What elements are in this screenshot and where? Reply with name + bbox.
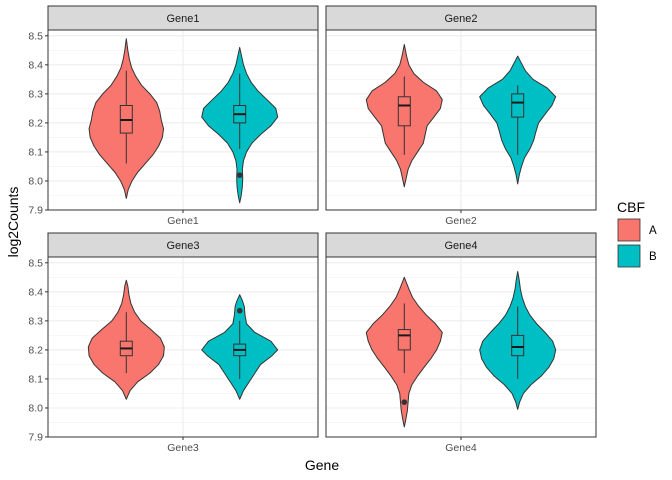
facet-panel-gene2: Gene2 Gene2 — [325, 5, 597, 227]
y-tick-label: 8.5 — [28, 30, 43, 42]
legend: CBF A B — [617, 199, 657, 268]
y-tick-label: 8.4 — [28, 59, 43, 71]
strip-label: Gene1 — [166, 13, 199, 25]
strip-label: Gene4 — [444, 240, 477, 252]
x-tick-label: Gene1 — [167, 215, 199, 227]
y-tick-label: 8.1 — [28, 146, 43, 158]
x-axis-title: Gene — [305, 457, 339, 473]
y-tick-label: 8.5 — [28, 257, 43, 269]
x-tick-label: Gene2 — [445, 215, 477, 227]
facet-strip — [47, 232, 319, 258]
facet-strip — [47, 5, 319, 31]
facet-panel-gene3: Gene3 Gene3 7.9 8.0 8.1 8.2 8.3 8.4 8.5 — [28, 232, 319, 454]
box-iqr — [511, 334, 525, 357]
violin-a — [88, 38, 165, 199]
box-iqr — [511, 93, 525, 118]
y-tick-label: 8.2 — [28, 344, 43, 356]
outlier-point — [236, 172, 243, 178]
outlier-point — [236, 307, 243, 314]
legend-title: CBF — [617, 199, 645, 215]
facet-strip — [325, 232, 597, 258]
box-iqr — [397, 329, 411, 351]
violin-b — [201, 294, 279, 400]
legend-key-b — [617, 244, 641, 268]
legend-label: B — [649, 251, 657, 263]
violin-a — [365, 44, 443, 188]
y-tick-label: 7.9 — [28, 205, 43, 217]
y-tick-label: 7.9 — [28, 432, 43, 444]
legend-label: A — [649, 225, 657, 237]
violin-b — [479, 271, 557, 410]
box-iqr — [397, 96, 411, 127]
y-tick-label: 8.1 — [28, 373, 43, 385]
facet-strip — [325, 5, 597, 31]
x-tick-label: Gene4 — [445, 442, 477, 454]
y-tick-label: 8.3 — [28, 315, 43, 327]
facet-panel-gene4: Gene4 Gene4 — [325, 232, 597, 454]
strip-label: Gene2 — [444, 13, 477, 25]
y-tick-label: 8.0 — [28, 175, 43, 187]
x-tick-label: Gene3 — [167, 442, 199, 454]
y-axis-title: log2Counts — [5, 187, 21, 258]
y-tick-label: 8.2 — [28, 117, 43, 129]
facet-panel-gene1: Gene1 Gene1 7.9 8.0 8.1 8.2 8.3 8.4 8.5 — [28, 5, 319, 227]
strip-label: Gene3 — [166, 240, 199, 252]
y-tick-label: 8.4 — [28, 286, 43, 298]
y-tick-label: 8.3 — [28, 88, 43, 100]
outlier-point — [401, 399, 408, 405]
y-tick-label: 8.0 — [28, 402, 43, 414]
legend-key-a — [617, 218, 641, 242]
